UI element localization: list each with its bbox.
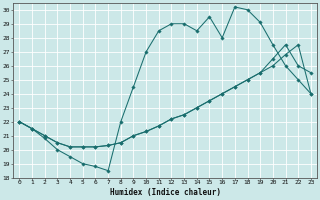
X-axis label: Humidex (Indice chaleur): Humidex (Indice chaleur) — [110, 188, 220, 197]
